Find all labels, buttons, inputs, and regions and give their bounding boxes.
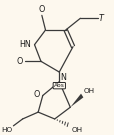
Text: O: O xyxy=(17,57,23,66)
Polygon shape xyxy=(70,94,83,107)
Text: OH: OH xyxy=(83,88,94,94)
Text: Abs: Abs xyxy=(53,83,64,88)
Text: N: N xyxy=(60,73,66,82)
Text: O: O xyxy=(38,5,45,14)
Text: HN: HN xyxy=(19,40,31,49)
Text: T: T xyxy=(98,14,103,23)
Text: O: O xyxy=(33,90,39,99)
Text: HO: HO xyxy=(1,127,12,133)
Text: OH: OH xyxy=(71,127,82,133)
